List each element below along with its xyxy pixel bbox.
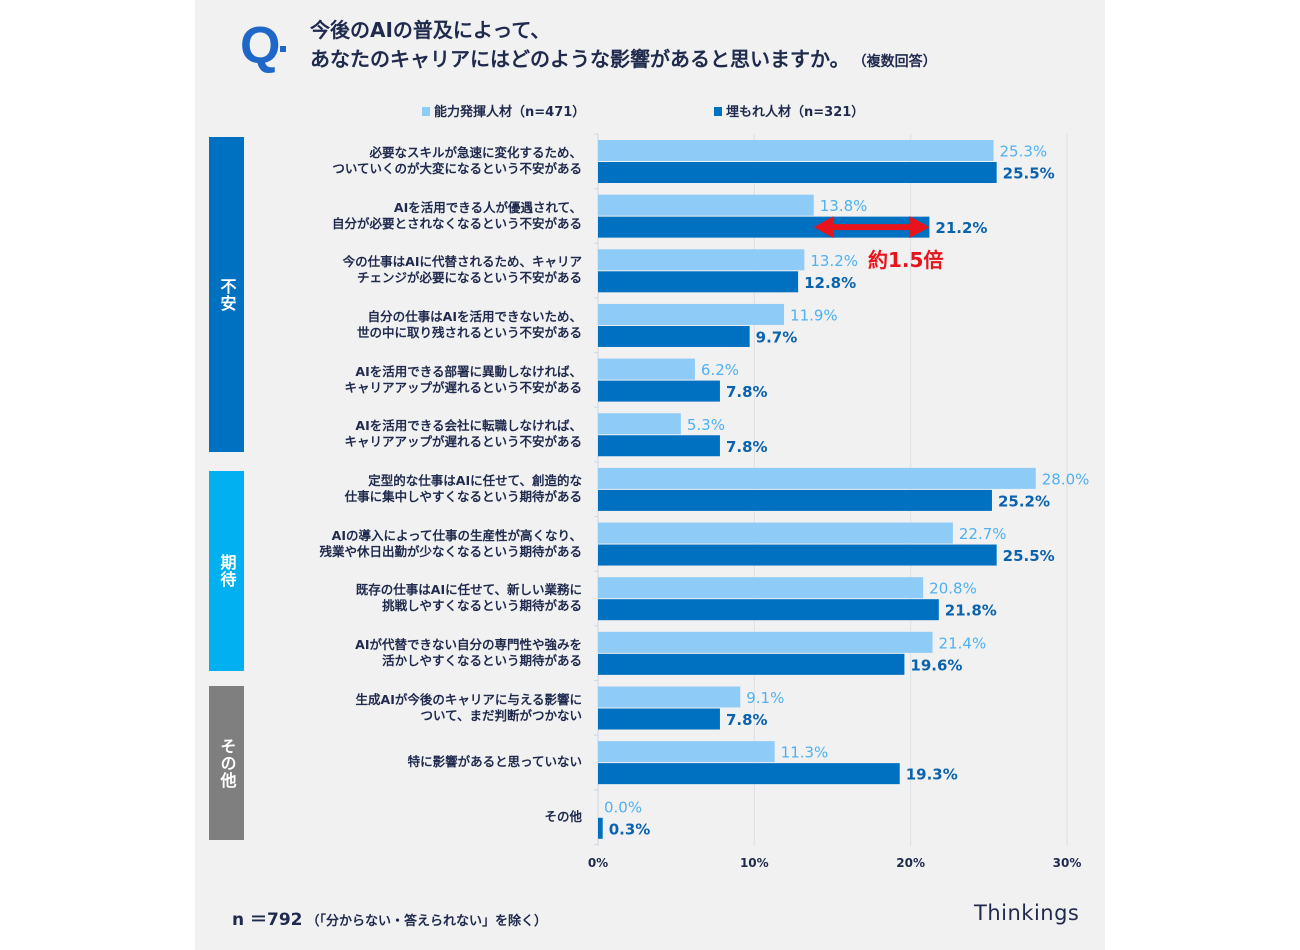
bar-series-1 xyxy=(598,194,814,216)
title-line-2-text: あなたのキャリアにはどのような影響があると思いますか。 xyxy=(310,47,850,71)
category-group-anxiety: 不安 xyxy=(209,137,244,452)
bar-series-2 xyxy=(598,489,992,511)
data-label-series-2: 7.8% xyxy=(726,438,768,456)
bar-series-1 xyxy=(598,522,953,544)
category-label: その他 xyxy=(544,808,582,824)
data-label-series-2: 21.8% xyxy=(945,602,997,620)
title-line-2: あなたのキャリアにはどのような影響があると思いますか。 （複数回答） xyxy=(310,45,937,77)
bar-series-2 xyxy=(598,817,603,839)
q-letter: Q xyxy=(240,17,280,75)
data-label-series-1: 20.8% xyxy=(929,580,977,598)
category-label: 生成AIが今後のキャリアに与える影響に ついて、まだ判断がつかない xyxy=(355,691,582,723)
bar-series-2 xyxy=(598,162,997,183)
category-group-expectation: 期待 xyxy=(209,471,244,671)
bar-series-2 xyxy=(598,763,900,785)
bar-series-2 xyxy=(598,271,799,293)
data-label-series-1: 21.4% xyxy=(939,634,987,652)
data-label-series-2: 25.2% xyxy=(998,492,1050,510)
legend-label-series-1: 能力発揮人材（n=471） xyxy=(434,105,586,120)
category-label: AIを活用できる人が優遇されて、 自分が必要とされなくなるという不安がある xyxy=(331,199,582,231)
chart-title: 今後のAIの普及によって、 あなたのキャリアにはどのような影響があると思いますか… xyxy=(310,16,937,77)
data-label-series-1: 0.0% xyxy=(604,798,642,816)
bar-series-2 xyxy=(598,599,939,621)
annotation-arrow-right-head xyxy=(909,216,930,239)
data-label-series-2: 9.7% xyxy=(756,328,798,346)
legend-item-series-1: 能力発揮人材（n=471） xyxy=(422,101,585,120)
category-label: 必要なスキルが急速に変化するため、 ついていくのが大変になるという不安がある xyxy=(332,145,582,176)
x-tick-label: 10% xyxy=(739,856,769,870)
q-dot xyxy=(280,46,287,53)
data-label-series-2: 19.6% xyxy=(910,656,962,674)
data-label-series-1: 11.9% xyxy=(790,306,838,324)
question-mark-icon: Q xyxy=(240,17,287,75)
x-tick-label: 30% xyxy=(1052,856,1082,870)
data-label-series-2: 7.8% xyxy=(726,383,768,401)
bar-series-2 xyxy=(598,216,930,238)
category-label: 特に影響があると思っていない xyxy=(407,754,582,770)
category-label: 既存の仕事はAIに任せて、新しい業務に 挑戦しやすくなるという期待がある xyxy=(355,582,582,614)
annotation-arrow-left-head xyxy=(813,216,834,239)
bar-series-2 xyxy=(598,544,997,566)
bar-series-1 xyxy=(598,686,741,708)
bar-series-1 xyxy=(598,358,695,380)
title-note: （複数回答） xyxy=(859,54,937,70)
data-label-series-1: 5.3% xyxy=(687,416,725,434)
bar-series-2 xyxy=(598,325,750,347)
category-label: 定型的な仕事はAIに任せて、創造的な 仕事に集中しやすくなるという期待がある xyxy=(344,472,582,504)
legend-item-series-2: 埋もれ人材（n=321） xyxy=(714,101,864,120)
category-label: AIの導入によって仕事の生産性が高くなり、 残業や休日出勤が少なくなるという期待… xyxy=(319,527,582,559)
category-label: 今の仕事はAIに代替されるため、キャリア チェンジが必要になるという不安がある xyxy=(342,254,582,286)
bar-series-1 xyxy=(598,577,924,599)
data-label-series-1: 13.8% xyxy=(820,197,868,215)
annotation-ratio-label: 約1.5倍 xyxy=(868,248,944,272)
data-label-series-2: 0.3% xyxy=(609,820,651,838)
data-label-series-2: 25.5% xyxy=(1003,547,1055,565)
bar-series-1 xyxy=(598,140,994,161)
bar-series-1 xyxy=(598,631,933,653)
data-label-series-2: 7.8% xyxy=(726,711,768,729)
category-label: AIを活用できる会社に転職しなければ、 キャリアアップが遅れるという不安がある xyxy=(344,418,582,450)
data-label-series-1: 25.3% xyxy=(1000,143,1048,161)
bar-series-1 xyxy=(598,249,805,271)
data-label-series-2: 12.8% xyxy=(804,274,856,292)
sample-exclusion: （「分からない・答えられない」を除く） xyxy=(306,914,548,929)
data-label-series-1: 6.2% xyxy=(701,361,739,379)
brand-logo: Thinkings xyxy=(974,901,1080,925)
bar-series-1 xyxy=(598,303,785,325)
category-label: AIが代替できない自分の専門性や強みを 活かしやすくなるという期待がある xyxy=(355,636,582,668)
bar-series-2 xyxy=(598,708,720,730)
data-label-series-1: 22.7% xyxy=(959,525,1007,543)
legend-label-series-2: 埋もれ人材（n=321） xyxy=(726,105,865,120)
x-tick-label: 20% xyxy=(896,856,926,870)
data-label-series-2: 21.2% xyxy=(935,219,987,237)
bar-series-2 xyxy=(598,435,720,457)
bar-series-1 xyxy=(598,741,775,763)
legend-swatch-series-1 xyxy=(422,107,430,116)
sample-size: n ＝792 xyxy=(232,910,303,930)
data-label-series-1: 13.2% xyxy=(810,252,858,270)
x-tick-label: 0% xyxy=(587,856,609,870)
category-group-other: その他 xyxy=(209,686,244,840)
data-label-series-1: 9.1% xyxy=(746,689,784,707)
category-label: AIを活用できる部署に異動しなければ、 キャリアアップが遅れるという不安がある xyxy=(344,363,582,395)
data-label-series-2: 25.5% xyxy=(1003,165,1055,183)
bar-series-2 xyxy=(598,380,720,402)
data-label-series-2: 19.3% xyxy=(906,766,958,784)
data-label-series-1: 28.0% xyxy=(1042,470,1090,488)
legend-swatch-series-2 xyxy=(714,107,722,116)
category-label: 自分の仕事はAIを活用できないため、 世の中に取り残されるという不安がある xyxy=(356,308,582,340)
bar-series-1 xyxy=(598,413,681,435)
data-label-series-1: 11.3% xyxy=(781,744,829,762)
bar-series-2 xyxy=(598,653,905,675)
title-line-1: 今後のAIの普及によって、 xyxy=(310,18,551,42)
bar-series-1 xyxy=(598,467,1036,489)
sample-note: n ＝792 （「分からない・答えられない」を除く） xyxy=(232,905,547,930)
